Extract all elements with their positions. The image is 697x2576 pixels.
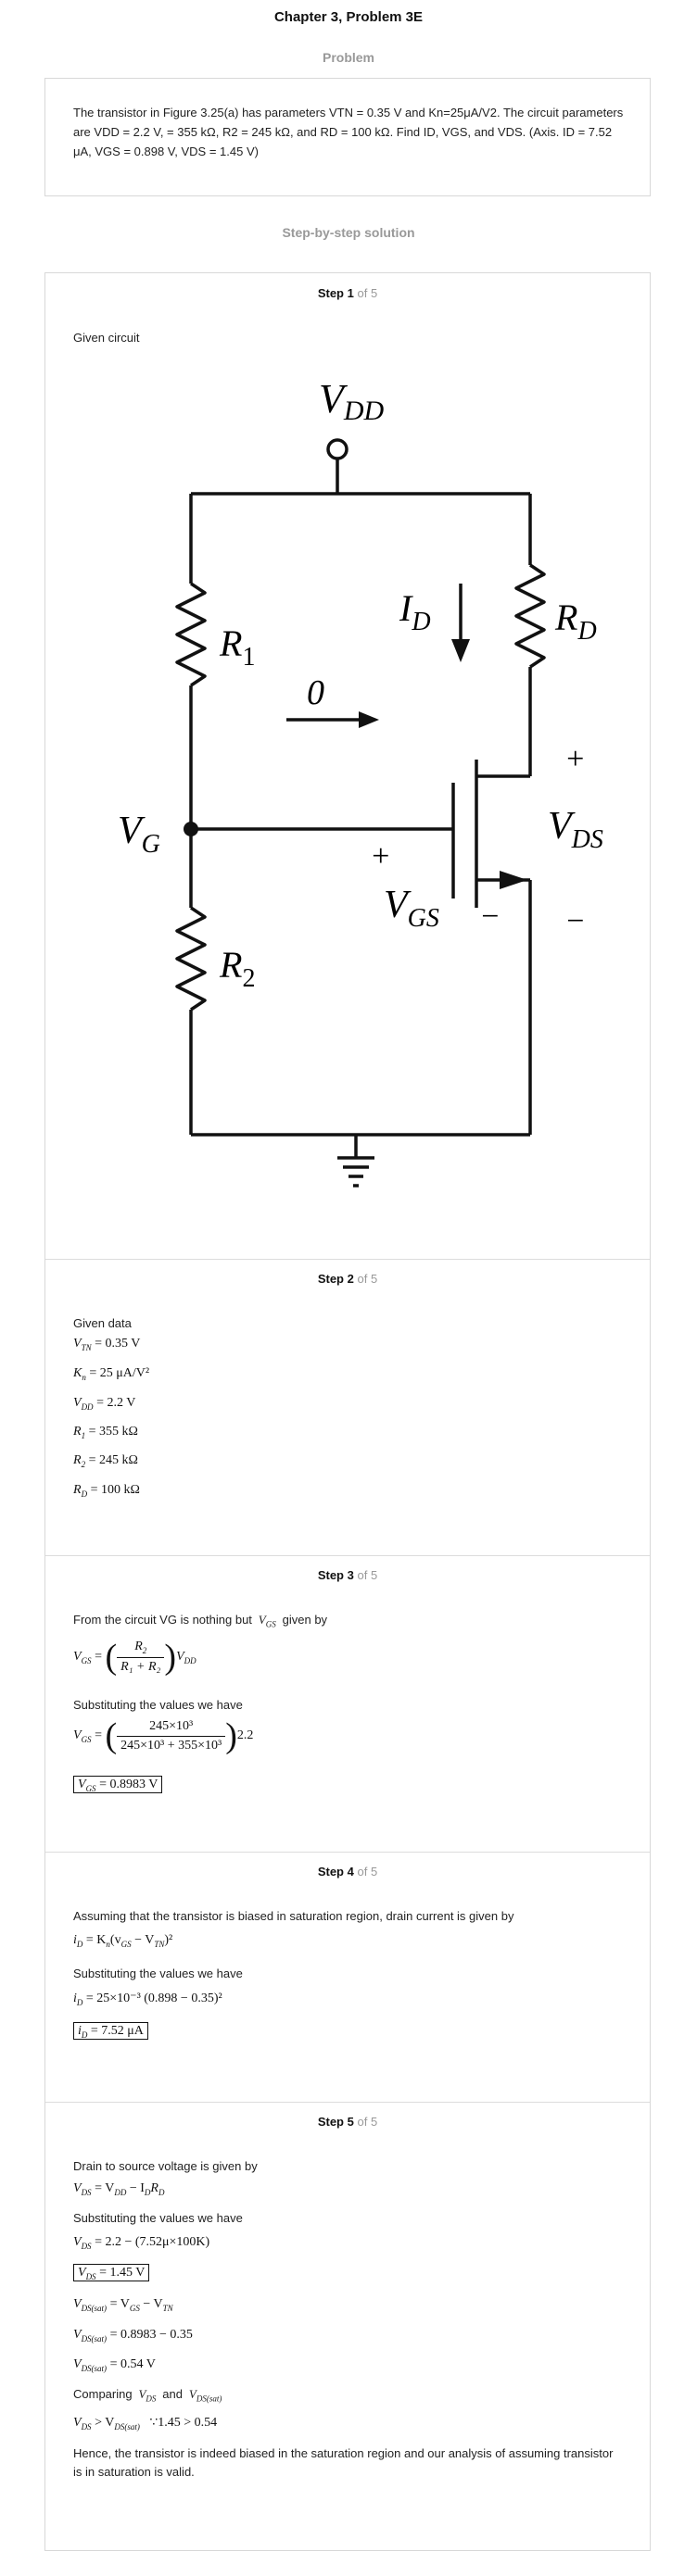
vgs-substitution: VGS = (245×10³ 245×10³ + 355×10³)2.2 [73,1716,254,1755]
step-word: Step [317,1865,344,1879]
step-of: of 5 [357,1568,378,1582]
step-number: 5 [347,2115,354,2129]
problem-text: The transistor in Figure 3.25(a) has par… [73,106,624,158]
problem-label: Problem [322,50,374,65]
vds-result: VDS = 1.45 V [73,2264,150,2281]
vgs-divider-equation: VGS = (R2 R₁ + R₂)VDD [73,1638,196,1677]
given-rd: RD = 100 kΩ [73,1483,140,1499]
step-of: of 5 [357,1272,378,1286]
step-2-header: Step 2 of 5 [45,1272,650,1286]
given-r2: R2 = 245 kΩ [73,1453,138,1469]
step-4-intro: Assuming that the transistor is biased i… [73,1909,514,1923]
vds-sat-definition: VDS(sat) = VGS − VTN [73,2297,173,2313]
saturation-inequality: VDS > VDS(sat) ∵1.45 > 0.54 [73,2416,218,2431]
comparison-line: Comparing VDS and VDS(sat) [73,2387,222,2404]
given-kn: Kn = 25 μA/V² [73,1366,150,1382]
step-4-header: Step 4 of 5 [45,1865,650,1879]
zero-label: 0 [307,673,324,712]
vds-plus: + [564,742,586,776]
r2-label: R2 [219,944,255,993]
conclusion-text: Hence, the transistor is indeed biased i… [73,2446,614,2479]
vds-substitution: VDS = 2.2 − (7.52μ×100K) [73,2235,210,2251]
vdd-terminal [326,438,348,460]
r1-resistor [175,582,207,687]
step-word: Step [317,1568,344,1582]
vgs-result: VGS = 0.8983 V [73,1776,163,1793]
step-4-subst: Substituting the values we have [73,1967,243,1980]
given-vdd: VDD = 2.2 V [73,1396,136,1412]
page-title: Chapter 3, Problem 3E [273,9,424,25]
vds-sat-result: VDS(sat) = 0.54 V [73,2357,156,2373]
vgs-plus: + [370,839,391,873]
step-5-subst: Substituting the values we have [73,2211,243,2225]
rd-resistor [514,563,546,669]
zero-arrow-head [359,711,379,728]
vg-label: VG [118,810,160,859]
step-divider [45,1259,650,1260]
circuit-diagram: VDD R1 R2 RD ID VG VGS VDS 0 + − + − [118,376,603,1187]
step-5-header: Step 5 of 5 [45,2115,650,2129]
problem-box: The transistor in Figure 3.25(a) has par… [44,78,651,196]
step-of: of 5 [357,286,378,300]
r1-label: R1 [219,622,255,672]
step-number: 3 [347,1568,354,1582]
step-divider [45,2102,650,2103]
given-r1: R1 = 355 kΩ [73,1425,138,1440]
step-of: of 5 [357,2115,378,2129]
vdd-label: VDD [319,376,385,426]
drain-current-equation: iD = Kn(vGS − VTN)² [73,1933,173,1949]
drain-current-result: iD = 7.52 μA [73,2022,148,2040]
vds-minus: − [564,904,586,938]
step-word: Step [317,2115,344,2129]
solution-label: Step-by-step solution [282,225,415,240]
step-word: Step [317,1272,344,1286]
id-arrow-head [451,639,470,662]
step-3-intro: From the circuit VG is nothing but VGS g… [73,1613,328,1629]
given-vtn: VTN = 0.35 V [73,1337,141,1352]
drain-current-substitution: iD = 25×10⁻³ (0.898 − 0.35)² [73,1992,222,2007]
vds-equation: VDS = VDD − IDRD [73,2181,165,2197]
id-label: ID [399,587,431,636]
step-divider [45,1555,650,1556]
step-3-subst: Substituting the values we have [73,1698,243,1712]
r2-resistor [175,906,207,1012]
step-1-caption: Given circuit [73,331,140,345]
vgs-minus: − [479,899,501,934]
step-5-intro: Drain to source voltage is given by [73,2159,258,2173]
vds-label: VDS [548,805,603,854]
step-2-caption: Given data [73,1316,132,1330]
source-arrow-head [500,871,527,889]
step-3-header: Step 3 of 5 [45,1568,650,1582]
vgs-label: VGS [384,884,439,933]
step-divider [45,1852,650,1853]
step-number: 4 [347,1865,354,1879]
step-1-header: Step 1 of 5 [45,286,650,300]
rd-label: RD [554,597,597,646]
step-number: 1 [347,286,354,300]
step-of: of 5 [357,1865,378,1879]
vds-sat-substitution: VDS(sat) = 0.8983 − 0.35 [73,2328,193,2344]
step-word: Step [317,286,344,300]
vg-node [184,822,198,836]
step-number: 2 [347,1272,354,1286]
solution-box: Step 1 of 5 Given circuit [44,272,651,2551]
